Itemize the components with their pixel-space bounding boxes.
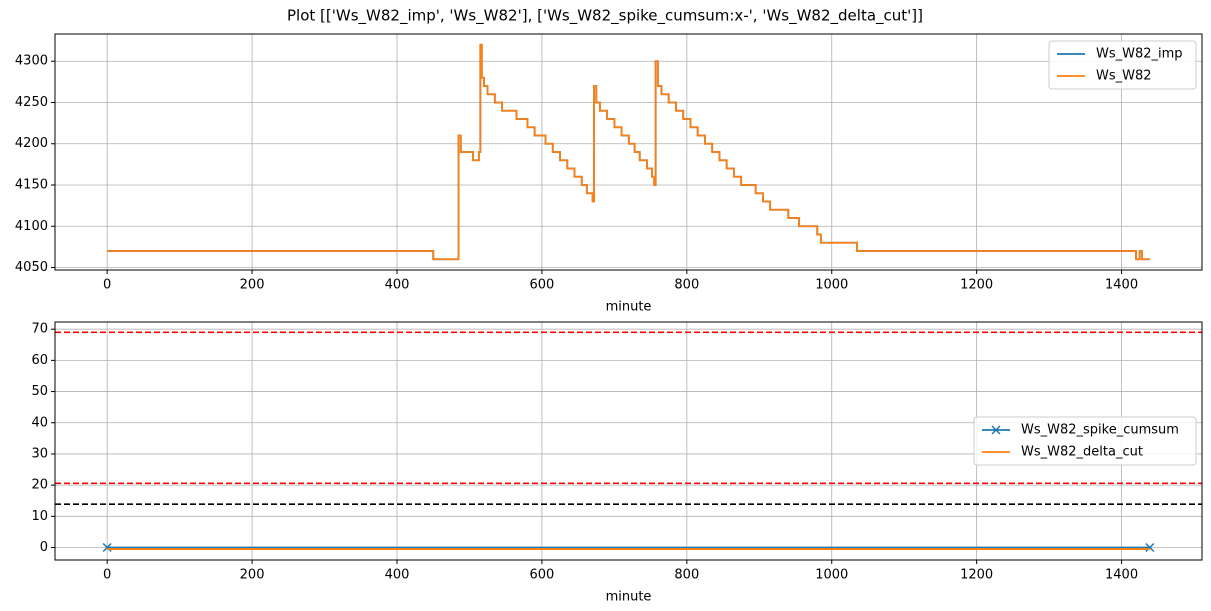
x-tick-label: 1400 [1105,278,1138,293]
y-tick-label: 0 [40,540,48,555]
x-tick-label: 1200 [960,278,993,293]
marker [102,542,112,553]
legend-marker [991,425,1001,435]
y-tick-label: 70 [31,322,48,337]
y-tick-label: 4100 [15,219,48,234]
legend-label: Ws_W82_imp [1096,47,1183,62]
x-tick-label: 0 [103,278,111,293]
series-line [107,43,1150,261]
y-tick-label: 30 [31,446,48,461]
series-line [107,43,1150,261]
x-tick-label: 400 [385,568,410,583]
x-tick-label: 1000 [815,278,848,293]
x-tick-label: 1400 [1105,568,1138,583]
legend-box [973,416,1197,466]
legend-label: Ws_W82_delta_cut [1021,445,1143,460]
x-tick-label: 800 [674,278,699,293]
y-tick-label: 40 [31,415,48,430]
y-tick-label: 10 [31,509,48,524]
y-tick-label: 4200 [15,136,48,151]
axes-frame [54,321,1203,561]
figure-title: Plot [['Ws_W82_imp', 'Ws_W82'], ['Ws_W82… [287,7,923,26]
y-tick-label: 4250 [15,95,48,110]
y-tick-label: 4150 [15,178,48,193]
y-tick-label: 50 [31,384,48,399]
y-tick-label: 4050 [15,260,48,275]
y-tick-label: 20 [31,478,48,493]
x-axis-label: minute [606,590,652,605]
plot-area [107,43,1150,261]
x-tick-label: 1000 [815,568,848,583]
x-tick-label: 600 [529,568,554,583]
marker [1145,542,1155,553]
x-tick-label: 200 [240,568,265,583]
x-tick-label: 1200 [960,568,993,583]
x-tick-label: 200 [240,278,265,293]
x-tick-label: 800 [674,568,699,583]
x-tick-label: 0 [103,568,111,583]
y-tick-label: 60 [31,353,48,368]
y-tick-label: 4300 [15,54,48,69]
x-tick-label: 400 [385,278,410,293]
x-tick-label: 600 [529,278,554,293]
axes-frame [54,33,1203,271]
legend-label: Ws_W82 [1096,69,1152,84]
x-axis-label: minute [606,300,652,315]
legend-box [1048,40,1197,90]
plot-area [55,331,1202,553]
legend-label: Ws_W82_spike_cumsum [1021,423,1179,438]
